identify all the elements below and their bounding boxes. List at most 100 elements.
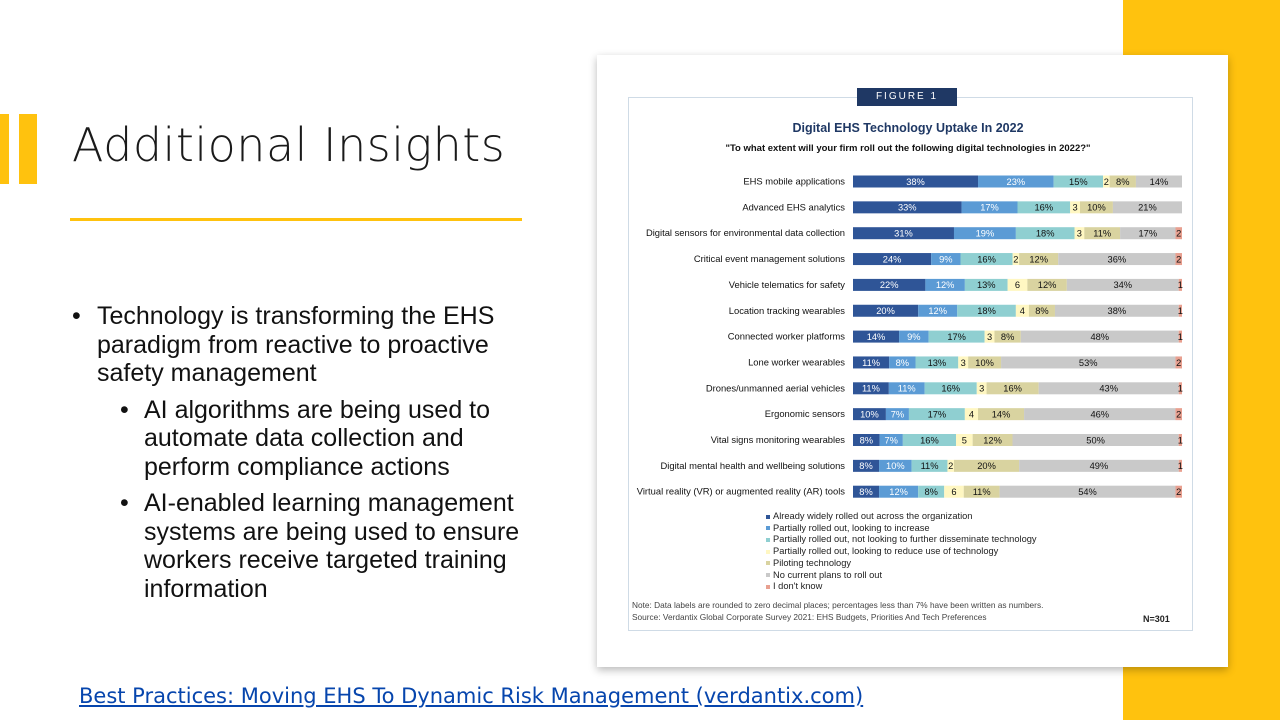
bar-segment <box>1015 227 1075 240</box>
data-label: 4 <box>969 409 974 419</box>
data-label: 17% <box>1138 229 1157 239</box>
legend-label: Partially rolled out, looking to reduce … <box>773 546 999 557</box>
accent-bar-thick <box>19 114 37 184</box>
data-label: 8% <box>896 358 909 368</box>
bar-segment <box>853 278 926 291</box>
data-label: 4 <box>1020 306 1025 316</box>
data-label: 18% <box>977 306 996 316</box>
bar-segment <box>1058 253 1176 266</box>
figure-source: Source: Verdantix Global Corporate Surve… <box>632 612 987 622</box>
data-label: 54% <box>1078 487 1097 497</box>
data-label: 12% <box>928 306 947 316</box>
data-label: 8% <box>1116 177 1129 187</box>
bar-segment <box>1135 175 1182 188</box>
legend-swatch <box>766 561 770 566</box>
bar-segment <box>1178 434 1182 446</box>
chart-legend: Already widely rolled out across the org… <box>766 511 1037 593</box>
bar-segment <box>1020 330 1179 343</box>
chart-title: Digital EHS Technology Uptake In 2022 <box>792 121 1024 135</box>
data-label: 17% <box>980 203 999 213</box>
bar-segment <box>879 434 903 446</box>
bar-segment <box>947 459 954 472</box>
data-label: 48% <box>1090 332 1109 342</box>
bullet-marker: • <box>120 395 129 424</box>
bar-segment <box>902 434 957 446</box>
bar-segment <box>994 330 1021 343</box>
sample-size: N=301 <box>1143 614 1170 624</box>
data-label: 3 <box>987 332 992 342</box>
legend-item: No current plans to roll out <box>766 570 1037 582</box>
source-link[interactable]: Best Practices: Moving EHS To Dynamic Ri… <box>79 684 864 708</box>
bar-segment <box>957 304 1016 317</box>
bar-segment <box>853 330 900 343</box>
bar-segment <box>953 459 1020 472</box>
legend-swatch <box>766 573 770 578</box>
legend-item: Partially rolled out, looking to increas… <box>766 523 1037 535</box>
bar-segment <box>1066 278 1179 291</box>
data-label: 9% <box>939 254 952 264</box>
bullet-item: • Technology is transforming the EHS par… <box>72 302 542 388</box>
bar-segment <box>1015 304 1029 317</box>
bar-segment <box>931 253 961 266</box>
bar-segment <box>853 227 954 240</box>
bar-segment <box>885 408 909 421</box>
data-label: 17% <box>928 409 947 419</box>
data-label: 2 <box>1176 487 1181 497</box>
category-label: Ergonomic sensors <box>765 408 846 419</box>
category-label: EHS mobile applications <box>743 176 845 187</box>
bar-segment <box>1007 278 1028 291</box>
bar-segment <box>1054 304 1179 317</box>
data-label: 38% <box>1108 306 1127 316</box>
title-accent-mark <box>0 114 37 184</box>
bar-segment <box>1178 304 1182 317</box>
bar-segment <box>1175 227 1182 240</box>
bar-segment <box>925 278 965 291</box>
data-label: 11% <box>898 384 916 394</box>
bar-segment <box>964 278 1008 291</box>
data-label: 11% <box>1093 229 1111 239</box>
legend-item: Partially rolled out, looking to reduce … <box>766 546 1037 558</box>
data-label: 13% <box>977 280 996 290</box>
bar-segment <box>944 485 964 498</box>
bar-segment <box>960 253 1013 266</box>
legend-label: No current plans to roll out <box>773 569 883 580</box>
data-label: 14% <box>992 409 1011 419</box>
category-label: Advanced EHS analytics <box>742 201 845 212</box>
data-label: 23% <box>1007 177 1026 187</box>
data-label: 16% <box>920 435 939 445</box>
data-label: 2 <box>948 461 953 471</box>
bar-segment <box>1175 356 1182 369</box>
bar-segment <box>853 356 890 369</box>
data-label: 2 <box>1176 409 1181 419</box>
bar-segment <box>853 434 880 446</box>
legend-swatch <box>766 514 770 519</box>
data-label: 10% <box>975 358 994 368</box>
data-label: 50% <box>1086 435 1105 445</box>
legend-item: Partially rolled out, not looking to fur… <box>766 534 1037 546</box>
bar-segment <box>1028 304 1055 317</box>
bar-segment <box>853 253 932 266</box>
data-label: 33% <box>898 203 917 213</box>
legend-label: Piloting technology <box>773 557 852 568</box>
bar-segment <box>963 485 1000 498</box>
data-label: 1 <box>1178 435 1183 445</box>
data-label: 8% <box>1001 332 1014 342</box>
data-label: 17% <box>947 332 966 342</box>
data-label: 8% <box>859 487 872 497</box>
bar-segment <box>1012 253 1020 266</box>
data-label: 36% <box>1108 254 1127 264</box>
data-label: 3 <box>1072 203 1077 213</box>
data-label: 8% <box>924 487 937 497</box>
data-label: 14% <box>867 332 886 342</box>
bar-segment <box>908 408 965 421</box>
data-label: 16% <box>1035 203 1054 213</box>
data-label: 2 <box>1176 254 1181 264</box>
legend-label: Already widely rolled out across the org… <box>773 511 973 521</box>
data-label: 24% <box>883 254 902 264</box>
data-label: 20% <box>876 306 895 316</box>
data-label: 12% <box>1038 280 1057 290</box>
bar-segment <box>1038 382 1179 395</box>
category-label: Lone worker wearables <box>748 356 845 367</box>
figure-tag: FIGURE 1 <box>857 88 957 106</box>
data-label: 3 <box>961 358 966 368</box>
